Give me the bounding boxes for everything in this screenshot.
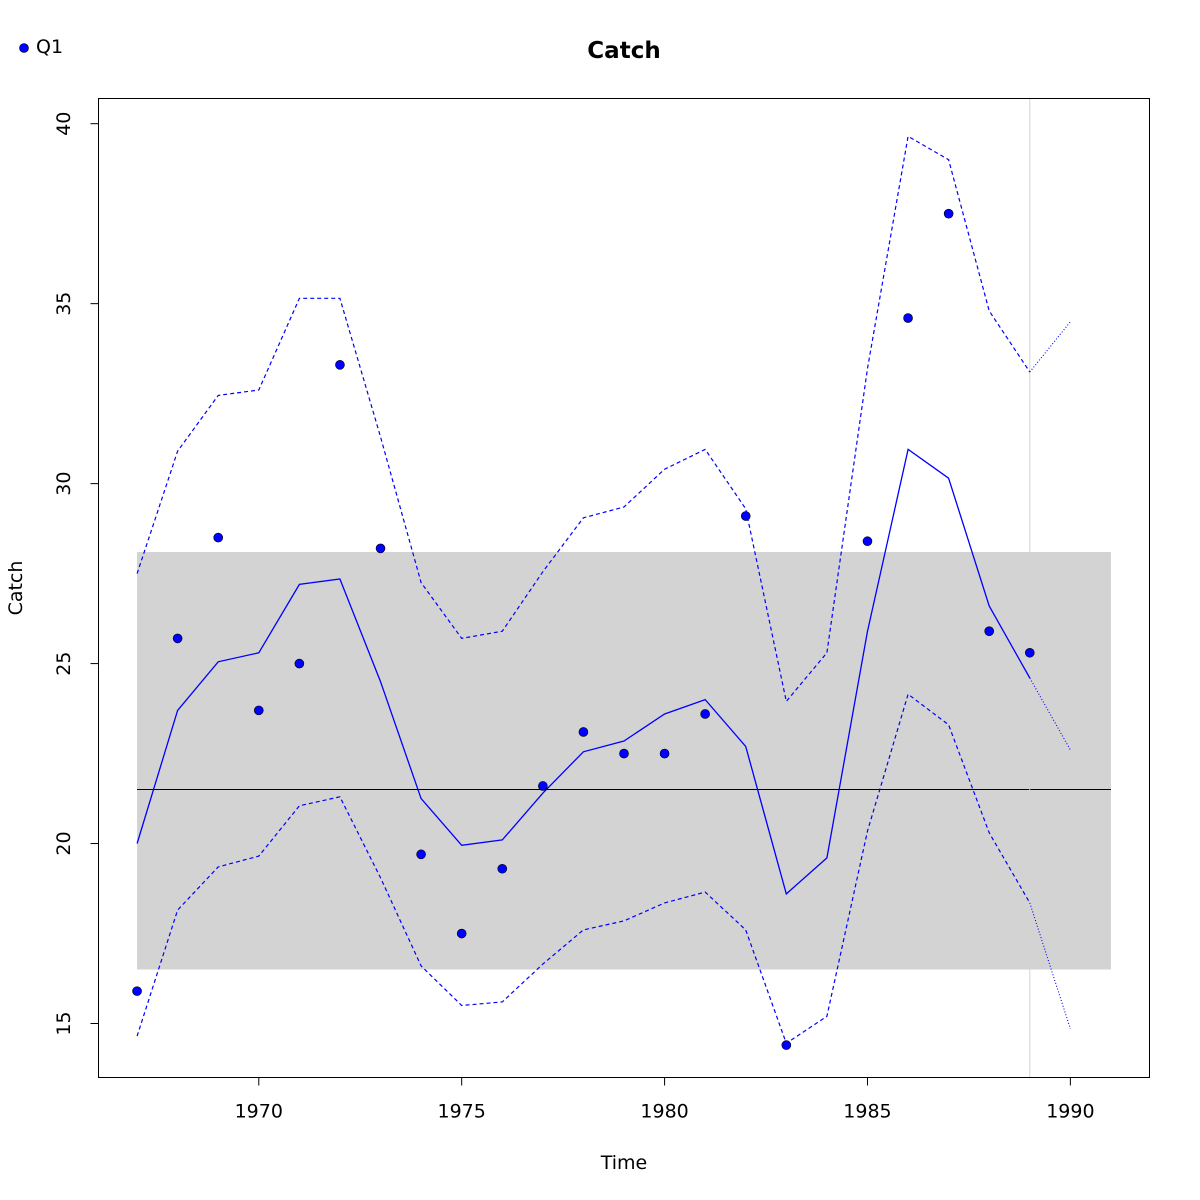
- x-tick-label: 1970: [235, 1101, 283, 1123]
- data-point: [416, 849, 426, 860]
- data-point: [253, 705, 264, 716]
- legend: Q1: [19, 36, 63, 58]
- forecast-lower-line: [1029, 902, 1071, 1030]
- data-point: [1024, 647, 1035, 658]
- y-tick-label: 20: [53, 831, 75, 855]
- x-tick-label: 1990: [1046, 1101, 1094, 1123]
- y-tick-label: 35: [53, 292, 75, 316]
- lower-bound-line: [136, 693, 1031, 1045]
- data-point: [335, 360, 345, 370]
- data-point: [132, 986, 142, 996]
- data-point: [294, 658, 305, 669]
- data-point: [172, 633, 183, 644]
- y-axis-title: Catch: [5, 561, 27, 616]
- data-point: [213, 532, 224, 543]
- data-point: [700, 709, 710, 719]
- upper-bound-line: [136, 135, 1031, 703]
- x-tick-label: 1985: [843, 1101, 891, 1123]
- data-point: [375, 543, 386, 554]
- reference-band: [137, 552, 1111, 970]
- forecast-upper-line: [1029, 321, 1071, 373]
- y-tick-label: 30: [53, 472, 75, 496]
- data-point: [984, 626, 995, 636]
- y-tick-label: 40: [53, 112, 75, 136]
- chart-title: Catch: [587, 38, 660, 64]
- x-axis-title: Time: [600, 1152, 648, 1174]
- y-tick-label: 25: [53, 652, 75, 676]
- plot-frame: [98, 98, 1150, 1078]
- data-point: [943, 208, 954, 219]
- data-point: [619, 748, 629, 759]
- data-point: [903, 313, 913, 323]
- legend-marker-q1: [19, 43, 29, 53]
- points-layer: [132, 208, 1035, 1050]
- data-point: [497, 863, 508, 874]
- fitted-line: [136, 448, 1031, 896]
- data-point: [862, 536, 873, 547]
- data-point: [740, 511, 751, 521]
- legend-label-q1: Q1: [36, 36, 63, 58]
- reference-band-layer: [137, 552, 1111, 970]
- lines-layer: [136, 98, 1111, 1078]
- data-point: [538, 781, 548, 791]
- data-point: [578, 727, 589, 737]
- x-tick-label: 1980: [640, 1101, 688, 1123]
- data-point: [659, 748, 670, 759]
- y-tick-label: 15: [53, 1011, 75, 1035]
- data-point: [781, 1040, 792, 1050]
- x-tick-label: 1975: [438, 1101, 486, 1123]
- data-point: [456, 928, 467, 939]
